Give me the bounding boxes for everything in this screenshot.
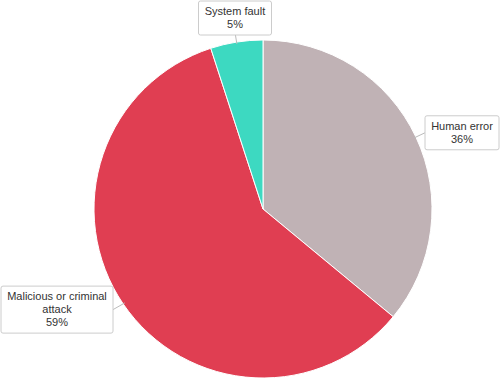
slice-label: Human error [431, 120, 493, 132]
slice-value-label: 5% [227, 18, 243, 30]
labels: Human error36% Malicious or criminalattac… [1, 1, 499, 333]
slice-label: System fault [205, 5, 266, 17]
label-connector [414, 133, 425, 138]
slice-value-label: 36% [451, 133, 473, 145]
label-box [425, 116, 499, 150]
slice-value-label: 59% [46, 316, 68, 328]
label-box [1, 286, 113, 333]
label-box [198, 1, 271, 35]
chart: Human error36% Malicious or criminalattac… [0, 0, 500, 378]
label-connector [113, 303, 125, 310]
slices [94, 40, 432, 378]
slice-label: Malicious or criminalattack [7, 290, 107, 315]
pie-slice [211, 40, 263, 209]
